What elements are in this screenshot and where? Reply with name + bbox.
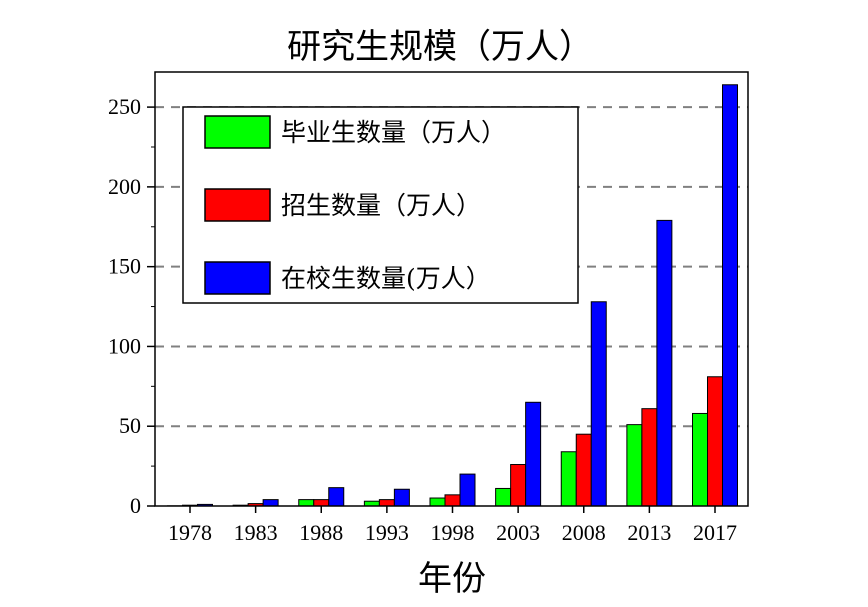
bar-2-2003 — [525, 401, 542, 507]
bar-0-1998 — [429, 497, 446, 507]
y-tick-label: 250 — [108, 94, 141, 119]
x-tick-label: 1983 — [234, 520, 278, 545]
y-tick-label: 0 — [130, 493, 141, 518]
x-tick-label: 1998 — [431, 520, 475, 545]
x-tick-label: 1993 — [365, 520, 409, 545]
x-axis: 1978 1983 1988 1993 1998 2003 2008 2013 2017 — [168, 506, 737, 545]
bar-0-2017 — [692, 412, 708, 507]
bar-0-2003 — [495, 487, 512, 507]
bar-0-2008 — [560, 451, 577, 507]
x-axis-label: 年份 — [418, 559, 486, 599]
bar-1-2008 — [575, 433, 592, 507]
bar-1-2017 — [707, 376, 723, 507]
bar-2-2017 — [722, 84, 738, 507]
legend-label-0: 毕业生数量（万人） — [281, 118, 506, 147]
legend-swatch-2 — [204, 261, 271, 295]
x-tick-label: 2008 — [562, 520, 606, 545]
bar-2-1993 — [393, 488, 410, 507]
y-tick-label: 150 — [108, 254, 141, 279]
bar-1-1993 — [378, 499, 395, 507]
bar-1-1998 — [444, 494, 461, 507]
chart-title: 研究生规模（万人） — [287, 27, 593, 67]
bar-2-1988 — [328, 487, 345, 507]
bar-2-2008 — [590, 301, 607, 507]
plot-frame — [154, 71, 749, 507]
bar-2-1998 — [459, 473, 476, 507]
legend: 毕业生数量（万人） 招生数量（万人） 在校生数量(万人） — [182, 106, 579, 304]
legend-swatch-0 — [204, 115, 271, 149]
bar-1-2013 — [641, 408, 658, 507]
legend-label-2: 在校生数量(万人） — [281, 264, 491, 293]
bar-0-2013 — [626, 424, 643, 507]
x-tick-label: 1988 — [299, 520, 343, 545]
bar-0-1988 — [298, 499, 315, 507]
bar-2-1983 — [262, 499, 279, 507]
legend-swatch-1 — [204, 188, 271, 222]
x-tick-label: 2003 — [496, 520, 540, 545]
x-tick-label: 2013 — [627, 520, 671, 545]
bar-1-1988 — [313, 499, 330, 507]
y-tick-label: 100 — [108, 333, 141, 358]
y-tick-label: 50 — [119, 413, 141, 438]
x-tick-label: 2017 — [693, 520, 737, 545]
y-tick-label: 200 — [108, 174, 141, 199]
bar-2-2013 — [656, 219, 673, 507]
x-tick-label: 1978 — [168, 520, 212, 545]
legend-label-1: 招生数量（万人） — [281, 191, 481, 220]
bar-1-2003 — [510, 464, 527, 507]
y-axis: 0 50 100 150 200 250 — [108, 94, 155, 518]
